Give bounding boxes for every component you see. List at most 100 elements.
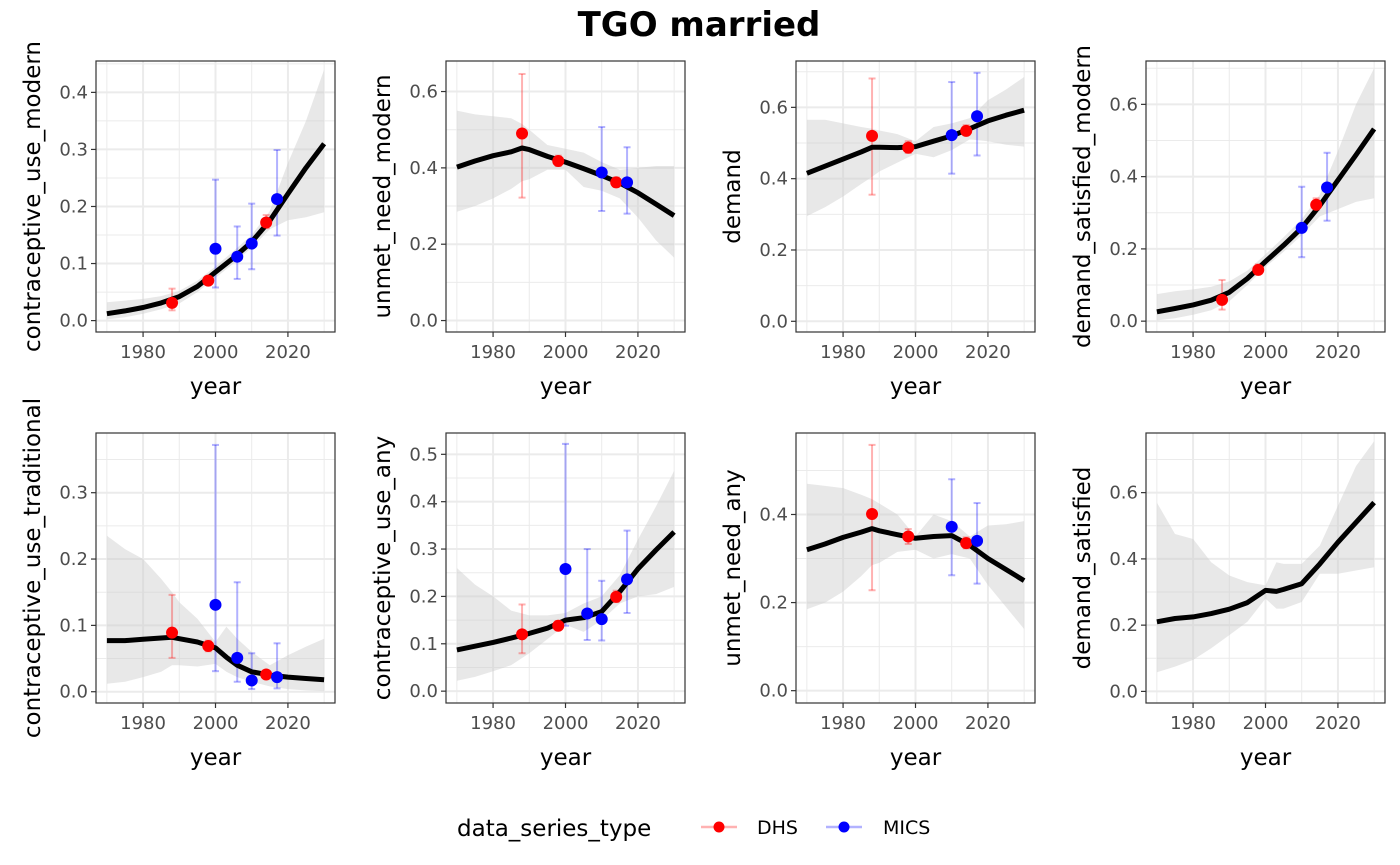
x-tick-label: 1980	[820, 713, 866, 734]
data-point-dhs[interactable]	[552, 619, 565, 632]
x-tick-label: 2020	[615, 713, 661, 734]
y-tick-label: 0.2	[59, 196, 88, 217]
y-tick-label: 0.0	[1109, 311, 1138, 332]
x-tick-label: 2000	[1243, 713, 1289, 734]
panel-demand-satisfied: 0.0 0.2 0.4 0.6 1980 2000 2020 year demand_satis…	[1070, 432, 1386, 771]
y-axis-title: unmet_need_modern	[370, 74, 396, 318]
error-bar-mics	[948, 81, 956, 175]
data-point-mics[interactable]	[231, 651, 244, 664]
panel-plot-area	[1156, 441, 1376, 673]
legend-dhs-label: DHS	[757, 817, 798, 839]
panel-plot-area	[106, 443, 325, 692]
data-point-dhs[interactable]	[960, 537, 973, 550]
data-point-mics[interactable]	[1295, 221, 1308, 234]
median-fit-line	[1156, 127, 1377, 315]
y-tick-label: 0.0	[759, 681, 788, 702]
error-bar-mics	[273, 149, 281, 237]
x-tick-label: 2020	[1315, 342, 1361, 363]
panel-plot-area	[806, 443, 1026, 629]
legend-item-mics[interactable]: MICS	[826, 817, 930, 839]
data-point-mics[interactable]	[971, 110, 984, 123]
data-point-dhs[interactable]	[610, 590, 623, 603]
data-point-dhs[interactable]	[202, 274, 215, 287]
data-point-dhs[interactable]	[902, 141, 915, 154]
data-point-mics[interactable]	[271, 671, 284, 684]
x-tick-label: 2020	[965, 713, 1011, 734]
x-tick-label: 2020	[265, 342, 311, 363]
x-axis-title: year	[540, 374, 592, 400]
x-tick-label: 2000	[543, 342, 589, 363]
x-tick-label: 1980	[120, 342, 166, 363]
data-point-dhs[interactable]	[260, 668, 273, 681]
data-point-dhs[interactable]	[166, 296, 179, 309]
median-fit-line	[1156, 500, 1376, 625]
data-point-mics[interactable]	[945, 520, 958, 533]
y-tick-label: 0.2	[409, 234, 438, 255]
data-point-mics[interactable]	[581, 607, 594, 620]
median-fit-line	[456, 530, 676, 653]
data-point-dhs[interactable]	[1216, 293, 1229, 306]
x-axis-title: year	[890, 374, 942, 400]
data-point-dhs[interactable]	[166, 626, 179, 639]
y-tick-label: 0.0	[409, 681, 438, 702]
uncertainty-ribbon	[806, 483, 1025, 629]
panel-demand-satisfied-modern: 0.0 0.2 0.4 0.6 1980 2000 2020 year demand_satis…	[1070, 45, 1386, 400]
x-tick-label: 2000	[543, 713, 589, 734]
legend-mics-label: MICS	[883, 817, 930, 839]
x-tick-label: 1980	[470, 713, 516, 734]
y-tick-label: 0.4	[409, 158, 438, 179]
x-axis-title: year	[1240, 374, 1292, 400]
x-axis-title: year	[1240, 745, 1292, 771]
data-point-mics[interactable]	[595, 166, 608, 179]
x-tick-label: 1980	[820, 342, 866, 363]
data-point-dhs[interactable]	[516, 628, 529, 641]
data-point-dhs[interactable]	[516, 127, 529, 140]
data-point-dhs[interactable]	[866, 129, 879, 142]
y-tick-label: 0.4	[1109, 167, 1138, 188]
data-point-dhs[interactable]	[1310, 198, 1323, 211]
data-point-mics[interactable]	[209, 242, 222, 255]
error-bar-mics	[623, 529, 631, 614]
data-point-dhs[interactable]	[202, 639, 215, 652]
error-bar-mics	[212, 443, 219, 673]
y-tick-label: 0.6	[759, 97, 788, 118]
y-tick-label: 0.3	[59, 139, 88, 160]
data-point-mics[interactable]	[245, 674, 258, 687]
error-bar-dhs	[168, 593, 176, 659]
data-point-mics[interactable]	[271, 193, 284, 206]
x-tick-label: 1980	[470, 342, 516, 363]
data-point-mics[interactable]	[231, 250, 244, 263]
x-axis-title: year	[540, 745, 592, 771]
data-point-mics[interactable]	[621, 176, 634, 189]
data-point-mics[interactable]	[245, 237, 258, 250]
panel-plot-area	[456, 442, 676, 681]
data-point-mics[interactable]	[595, 613, 608, 626]
data-point-mics[interactable]	[559, 562, 572, 575]
data-point-dhs[interactable]	[960, 124, 973, 137]
y-tick-label: 0.3	[59, 483, 88, 504]
data-point-dhs[interactable]	[866, 508, 879, 521]
data-point-dhs[interactable]	[552, 155, 565, 168]
data-point-dhs[interactable]	[902, 530, 915, 543]
x-axis-title: year	[190, 745, 242, 771]
x-axis-title: year	[890, 745, 942, 771]
y-tick-label: 0.6	[1109, 483, 1138, 504]
x-tick-label: 2020	[265, 713, 311, 734]
y-tick-label: 0.4	[1109, 549, 1138, 570]
data-point-dhs[interactable]	[610, 176, 623, 189]
data-point-mics[interactable]	[621, 573, 634, 586]
chart-title: TGO married	[578, 5, 821, 45]
data-point-mics[interactable]	[1321, 181, 1334, 194]
x-tick-label: 2000	[893, 713, 939, 734]
data-point-mics[interactable]	[209, 598, 222, 611]
x-tick-label: 1980	[1170, 713, 1216, 734]
legend-item-dhs[interactable]: DHS	[701, 817, 798, 839]
data-point-mics[interactable]	[971, 534, 984, 547]
x-tick-label: 2000	[193, 713, 239, 734]
data-point-dhs[interactable]	[1252, 263, 1265, 276]
y-tick-label: 0.3	[409, 539, 438, 560]
y-tick-label: 0.1	[59, 254, 88, 275]
data-point-mics[interactable]	[945, 129, 958, 142]
y-tick-label: 0.1	[409, 634, 438, 655]
data-point-dhs[interactable]	[260, 216, 273, 229]
